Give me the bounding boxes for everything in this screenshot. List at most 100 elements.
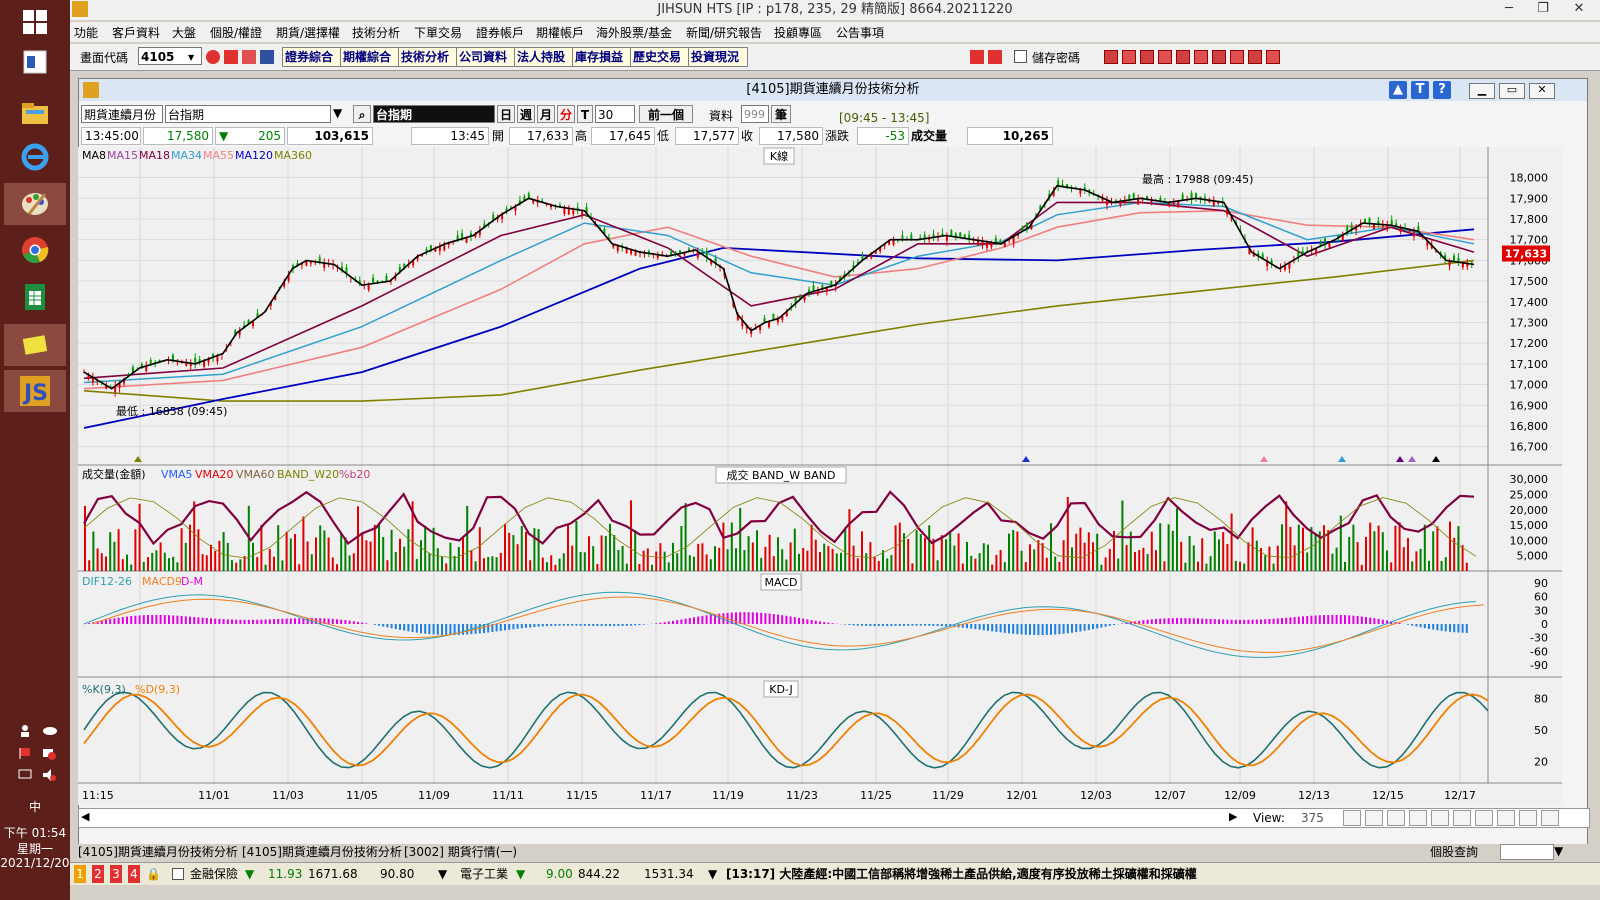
menu-item-6[interactable]: 下單交易 (414, 26, 463, 40)
lock-icon[interactable]: 🔒 (146, 867, 161, 881)
menu-item-12[interactable]: 公告事項 (836, 26, 885, 40)
nav-back-red-icon[interactable] (970, 50, 984, 64)
tool-icon-1[interactable] (1122, 50, 1136, 64)
chart-tool-icon-7[interactable] (1497, 810, 1515, 826)
paint-icon[interactable] (4, 183, 66, 225)
select-arrow-icon[interactable]: ▼ (333, 106, 343, 120)
internet-explorer-icon[interactable] (12, 137, 58, 177)
technical-chart[interactable]: 18,00017,90017,80017,70017,60017,50017,4… (78, 147, 1562, 805)
sector2-dropdown-icon[interactable]: ▼ (708, 867, 718, 881)
tool-icon-6[interactable] (1212, 50, 1226, 64)
dropdown-blue-icon[interactable] (260, 50, 274, 64)
chart-tool-icon-3[interactable] (1409, 810, 1427, 826)
menu-item-3[interactable]: 個股/權證 (210, 26, 263, 40)
sector1-dropdown-icon[interactable]: ▼ (438, 867, 448, 881)
toolbar-button-2[interactable]: 技術分析 (398, 47, 458, 67)
horizontal-scrollbar[interactable]: ◀ ▶ View: 375 (78, 808, 1590, 828)
menu-item-9[interactable]: 海外股票/基金 (596, 26, 673, 40)
period-button-2[interactable]: 月 (537, 105, 555, 123)
period-button-3[interactable]: 分 (557, 105, 575, 123)
inner-minimize-icon[interactable]: ▁ (1469, 83, 1495, 99)
tab-4105-b[interactable]: [4105]期貨連續月份技術分析 (242, 845, 402, 859)
chart-tool-icon-0[interactable] (1343, 810, 1361, 826)
tray-icon-network-error[interactable] (42, 746, 56, 763)
chart-tool-icon-9[interactable] (1541, 810, 1559, 826)
folder-red-icon[interactable] (224, 50, 238, 64)
toolbar-button-4[interactable]: 法人持股 (514, 47, 574, 67)
menu-item-1[interactable]: 客戶資料 (112, 26, 161, 40)
chevron-down-icon[interactable]: ▼ (188, 53, 195, 62)
tool-icon-2[interactable] (1140, 50, 1154, 64)
search-red-icon[interactable] (206, 50, 220, 64)
magnifier-icon[interactable]: ⌕ (353, 105, 371, 123)
notes-icon[interactable] (4, 324, 66, 366)
menu-item-7[interactable]: 證券帳戶 (476, 26, 525, 40)
tray-icon-cloud[interactable] (42, 724, 58, 739)
screen-code-input[interactable]: 4105 (138, 47, 202, 65)
scroll-right-icon[interactable]: ▶ (1229, 810, 1238, 823)
clock-time[interactable]: 下午 01:54 (3, 826, 67, 840)
tray-icon-flag[interactable] (18, 746, 32, 763)
help-icon[interactable]: ? (1433, 81, 1451, 99)
menu-item-5[interactable]: 技術分析 (352, 26, 401, 40)
tab-4105-a[interactable]: [4105]期貨連續月份技術分析 (78, 845, 238, 859)
menu-item-4[interactable]: 期貨/選擇權 (276, 26, 341, 40)
tool-icon-9[interactable] (1266, 50, 1280, 64)
windows-start-icon[interactable] (12, 2, 58, 42)
triangle-up-icon[interactable]: ▲ (1389, 81, 1407, 99)
chart-tool-icon-8[interactable] (1519, 810, 1537, 826)
ime-indicator[interactable]: 中 (28, 800, 41, 814)
tab-3002[interactable]: [3002] 期貨行情(一) (404, 845, 518, 859)
period-button-1[interactable]: 週 (517, 105, 535, 123)
menu-item-10[interactable]: 新聞/研究報告 (686, 26, 763, 40)
tray-icon-person[interactable] (18, 724, 32, 741)
scroll-left-icon[interactable]: ◀ (81, 810, 90, 823)
nav-forward-red-icon[interactable] (988, 50, 1002, 64)
toolbar-button-7[interactable]: 投資現況 (688, 47, 748, 67)
chrome-icon[interactable] (12, 230, 58, 270)
inner-close-icon[interactable]: ✕ (1529, 83, 1555, 99)
tool-icon-8[interactable] (1248, 50, 1262, 64)
status-num-4[interactable]: 4 (128, 865, 140, 883)
tray-icon-volume-muted[interactable] (42, 768, 56, 785)
data-count-input[interactable]: 999 (741, 105, 769, 123)
interval-select[interactable]: 30 (595, 105, 635, 123)
restore-icon[interactable]: ❐ (1537, 1, 1549, 16)
instrument-select[interactable]: 期貨連續月份 (81, 105, 163, 123)
status-num-1[interactable]: 1 (74, 865, 86, 883)
prev-button[interactable]: 前一個 (639, 105, 693, 123)
toolbar-button-1[interactable]: 期權綜合 (340, 47, 400, 67)
tool-icon-4[interactable] (1176, 50, 1190, 64)
minimize-icon[interactable]: ─ (1505, 1, 1513, 16)
data-unit-button[interactable]: 筆 (771, 105, 791, 123)
toolbar-button-5[interactable]: 庫存損益 (572, 47, 632, 67)
menu-item-11[interactable]: 投顧專區 (774, 26, 823, 40)
t-icon[interactable]: T (1411, 81, 1429, 99)
chart-tool-icon-5[interactable] (1453, 810, 1471, 826)
tool-icon-0[interactable] (1104, 50, 1118, 64)
status-num-3[interactable]: 3 (110, 865, 122, 883)
tray-icon-display[interactable] (18, 768, 32, 785)
close-icon[interactable]: ✕ (1573, 1, 1585, 16)
interval-type-button[interactable]: T (577, 105, 593, 123)
toolbar-button-3[interactable]: 公司資料 (456, 47, 516, 67)
menu-item-2[interactable]: 大盤 (172, 26, 197, 40)
period-button-0[interactable]: 日 (497, 105, 515, 123)
menu-item-8[interactable]: 期權帳戶 (536, 26, 585, 40)
toolbar-button-6[interactable]: 歷史交易 (630, 47, 690, 67)
save-password-checkbox[interactable] (1014, 50, 1027, 63)
stock-query-input[interactable] (1500, 844, 1554, 860)
tablet-icon[interactable] (12, 42, 58, 82)
chart-tool-icon-4[interactable] (1431, 810, 1449, 826)
menu-item-0[interactable]: 功能 (74, 26, 99, 40)
tool-icon-7[interactable] (1230, 50, 1244, 64)
explorer-folder-icon[interactable] (12, 92, 58, 132)
tool-icon-5[interactable] (1194, 50, 1208, 64)
chart-tool-icon-6[interactable] (1475, 810, 1493, 826)
print-icon[interactable] (242, 50, 256, 64)
news-ticker[interactable]: [13:17] 大陸產經:中國工信部稱將增強稀土產品供給,適度有序投放稀土採礦權… (726, 867, 1197, 881)
tool-icon-3[interactable] (1158, 50, 1172, 64)
product-input[interactable]: 台指期 (165, 105, 331, 123)
chart-tool-icon-2[interactable] (1387, 810, 1405, 826)
ticker-checkbox[interactable] (172, 868, 184, 880)
